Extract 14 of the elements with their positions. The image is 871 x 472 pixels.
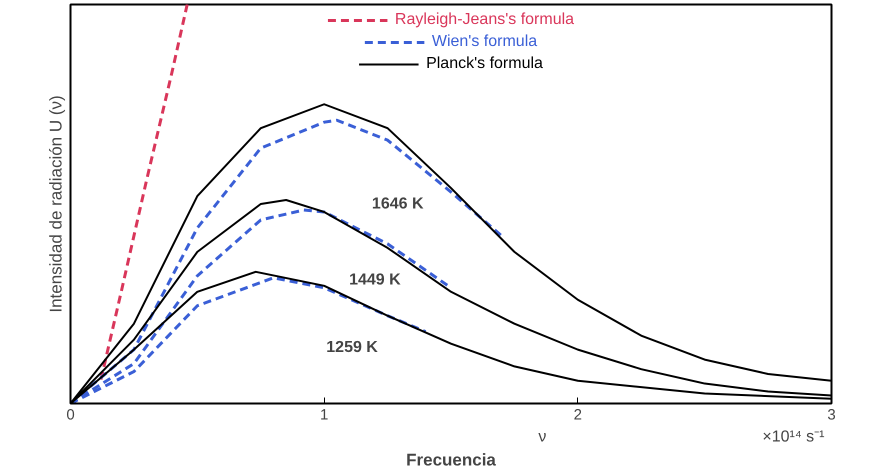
text: ×10¹⁴ s⁻¹ xyxy=(762,428,825,446)
x-tick-label: 1 xyxy=(320,406,328,424)
legend-label: Wien's formula xyxy=(432,33,538,51)
x-tick-label: 2 xyxy=(574,406,582,424)
x-tick-label: 3 xyxy=(827,406,836,424)
legend-label: Planck's formula xyxy=(426,55,543,73)
x-axis-title: Frecuencia xyxy=(406,450,496,470)
text: ν xyxy=(538,428,546,446)
annotation: 1259 K xyxy=(326,339,378,356)
legend-label: Rayleigh-Jeans's formula xyxy=(394,11,574,29)
x-tick-label: 0 xyxy=(66,406,75,424)
y-axis-title: Intensidad de radiación U (ν) xyxy=(46,95,66,313)
annotation: 1646 K xyxy=(372,196,424,212)
annotation: 1449 K xyxy=(349,271,402,288)
